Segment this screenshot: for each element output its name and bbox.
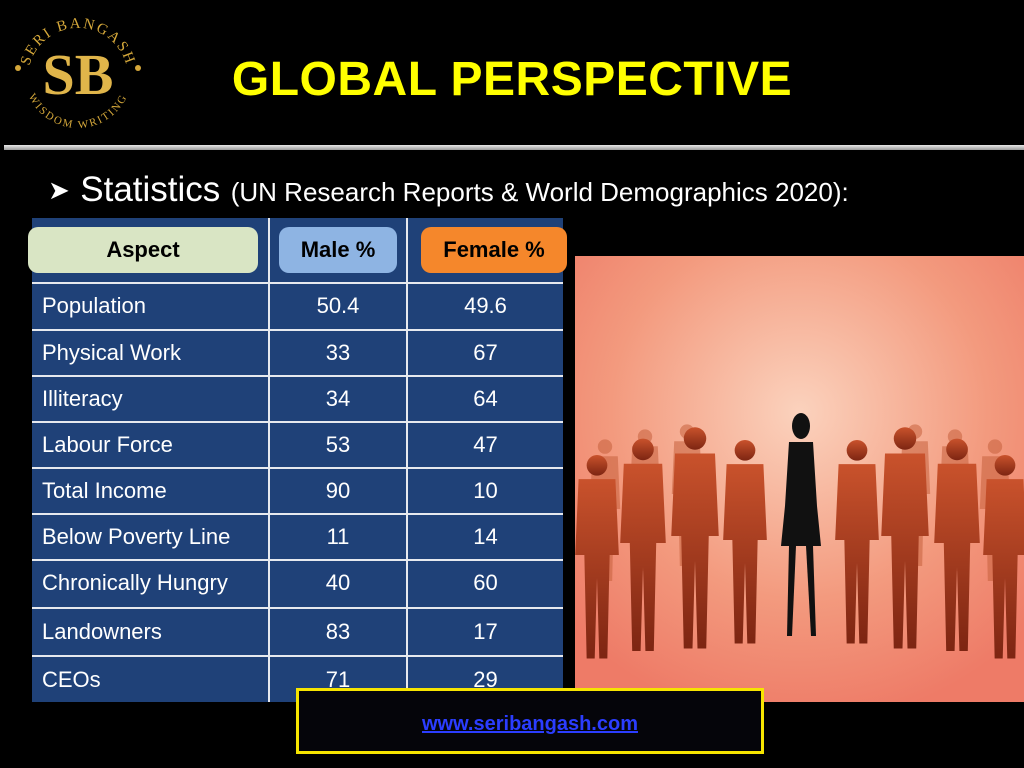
table-cell-male: 71: [325, 667, 351, 692]
table-cell-aspect: Labour Force: [42, 432, 173, 457]
table-cell-male: 50.4: [316, 293, 360, 318]
arrow-bullet-icon: ➤: [48, 175, 70, 205]
row-divider: [32, 559, 563, 561]
column-divider: [406, 218, 408, 702]
footer-box: www.seribangash.com: [296, 688, 764, 754]
table-cell-aspect: Illiteracy: [42, 386, 123, 411]
table-cell-aspect: Below Poverty Line: [42, 524, 231, 549]
header-aspect: Aspect: [28, 227, 258, 273]
row-divider: [32, 375, 563, 377]
table-cell-aspect: CEOs: [42, 667, 101, 692]
table-cell-female: 14: [473, 524, 498, 549]
title-divider: [4, 145, 1024, 150]
table-cell-female: 64: [473, 386, 498, 411]
website-link[interactable]: www.seribangash.com: [422, 713, 638, 735]
table-cell-male: 33: [325, 340, 351, 365]
table-cell-female: 60: [473, 570, 498, 595]
header-male: Male %: [279, 227, 397, 273]
table-cell-female: 10: [473, 478, 498, 503]
table-cell-male: 34: [325, 386, 351, 411]
row-divider: [32, 329, 563, 331]
logo-monogram: SB: [43, 42, 114, 107]
row-divider: [32, 655, 563, 657]
table-cell-male: 40: [325, 570, 351, 595]
row-divider: [32, 513, 563, 515]
column-divider: [268, 218, 270, 702]
table-cell-female: 17: [473, 619, 498, 644]
table-cell-male: 83: [325, 619, 351, 644]
table-cell-female: 49.6: [464, 293, 507, 318]
row-divider: [32, 421, 563, 423]
table-cell-female: 29: [473, 667, 498, 692]
page-title: GLOBAL PERSPECTIVE: [231, 53, 793, 106]
business-crowd-illustration: [575, 256, 1024, 702]
table-cell-aspect: Landowners: [42, 619, 162, 644]
table-cell-male: 90: [325, 478, 351, 503]
row-divider: [32, 467, 563, 469]
subtitle-main: Statistics: [80, 170, 221, 209]
header-female: Female %: [421, 227, 567, 273]
subtitle-note: (UN Research Reports & World Demographic…: [230, 177, 849, 207]
table-cell-female: 47: [473, 432, 498, 457]
table-cell-aspect: Physical Work: [42, 340, 181, 365]
statistics-table: Aspect Male % Female % Population 50.4 4…: [28, 218, 567, 702]
table-cell-aspect: Total Income: [42, 478, 167, 503]
table-cell-female: 67: [473, 340, 498, 365]
table-cell-male: 11: [326, 524, 350, 549]
table-cell-aspect: Population: [42, 293, 146, 318]
table-cell-aspect: Chronically Hungry: [42, 570, 228, 595]
row-divider: [32, 282, 563, 284]
table-cell-male: 53: [325, 432, 351, 457]
brand-logo: SERI BANGASH WISDOM WRITING SB: [6, 4, 148, 131]
row-divider: [32, 607, 563, 609]
subtitle: ➤ Statistics (UN Research Reports & Worl…: [48, 170, 849, 210]
